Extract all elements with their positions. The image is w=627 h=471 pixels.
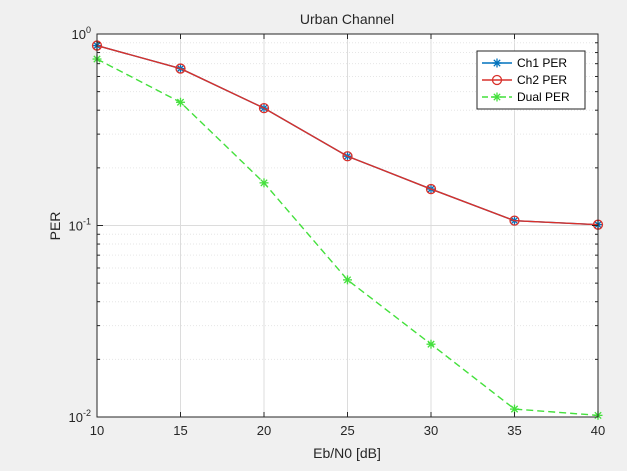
x-tick-label: 20 [257,423,271,438]
x-tick-label: 40 [591,423,605,438]
dual-per-point [426,339,436,349]
x-tick-label: 15 [173,423,187,438]
dual-per-point [343,275,352,285]
legend-label-dual-per: Dual PER [517,90,570,104]
y-tick-label: 100 [72,25,91,42]
dual-per-point [259,178,269,188]
y-tick-label: 10-1 [69,217,91,234]
legend: Ch1 PER Ch2 PER Dual PER [476,50,586,110]
ch2-per-point [258,103,270,114]
ch2-per-point [425,183,437,195]
asterisk-stroke [427,340,435,348]
x-tick-label: 35 [507,423,521,438]
series-layer [91,40,604,420]
ch2-per-point [509,215,520,226]
chart-title: Urban Channel [300,11,394,27]
asterisk-stroke [176,98,185,106]
legend-marker-dual-per [492,92,502,102]
ticks: 10 15 20 25 30 35 40 100 10-1 10-2 [69,25,606,438]
x-tick-label: 25 [340,423,354,438]
asterisk-stroke [493,59,501,67]
ch2-per-point [175,63,186,74]
asterisk-stroke [343,276,352,284]
y-axis-label: PER [47,212,63,241]
dual-per-point [176,97,185,107]
legend-label-ch2-per: Ch2 PER [517,73,567,87]
legend-marker-ch2-per [491,74,503,86]
x-tick-label: 10 [90,423,104,438]
asterisk-stroke [510,405,519,413]
legend-label-ch1-per: Ch1 PER [517,56,567,70]
asterisk-stroke [493,93,501,101]
legend-marker-ch1-per [492,58,502,68]
ch2-per-point [342,151,353,162]
x-axis-label: Eb/N0 [dB] [313,445,381,461]
x-tick-label: 30 [424,423,438,438]
ch2-per-line [96,44,599,226]
asterisk-stroke [260,179,268,187]
y-tick-label: 10-2 [69,408,91,425]
